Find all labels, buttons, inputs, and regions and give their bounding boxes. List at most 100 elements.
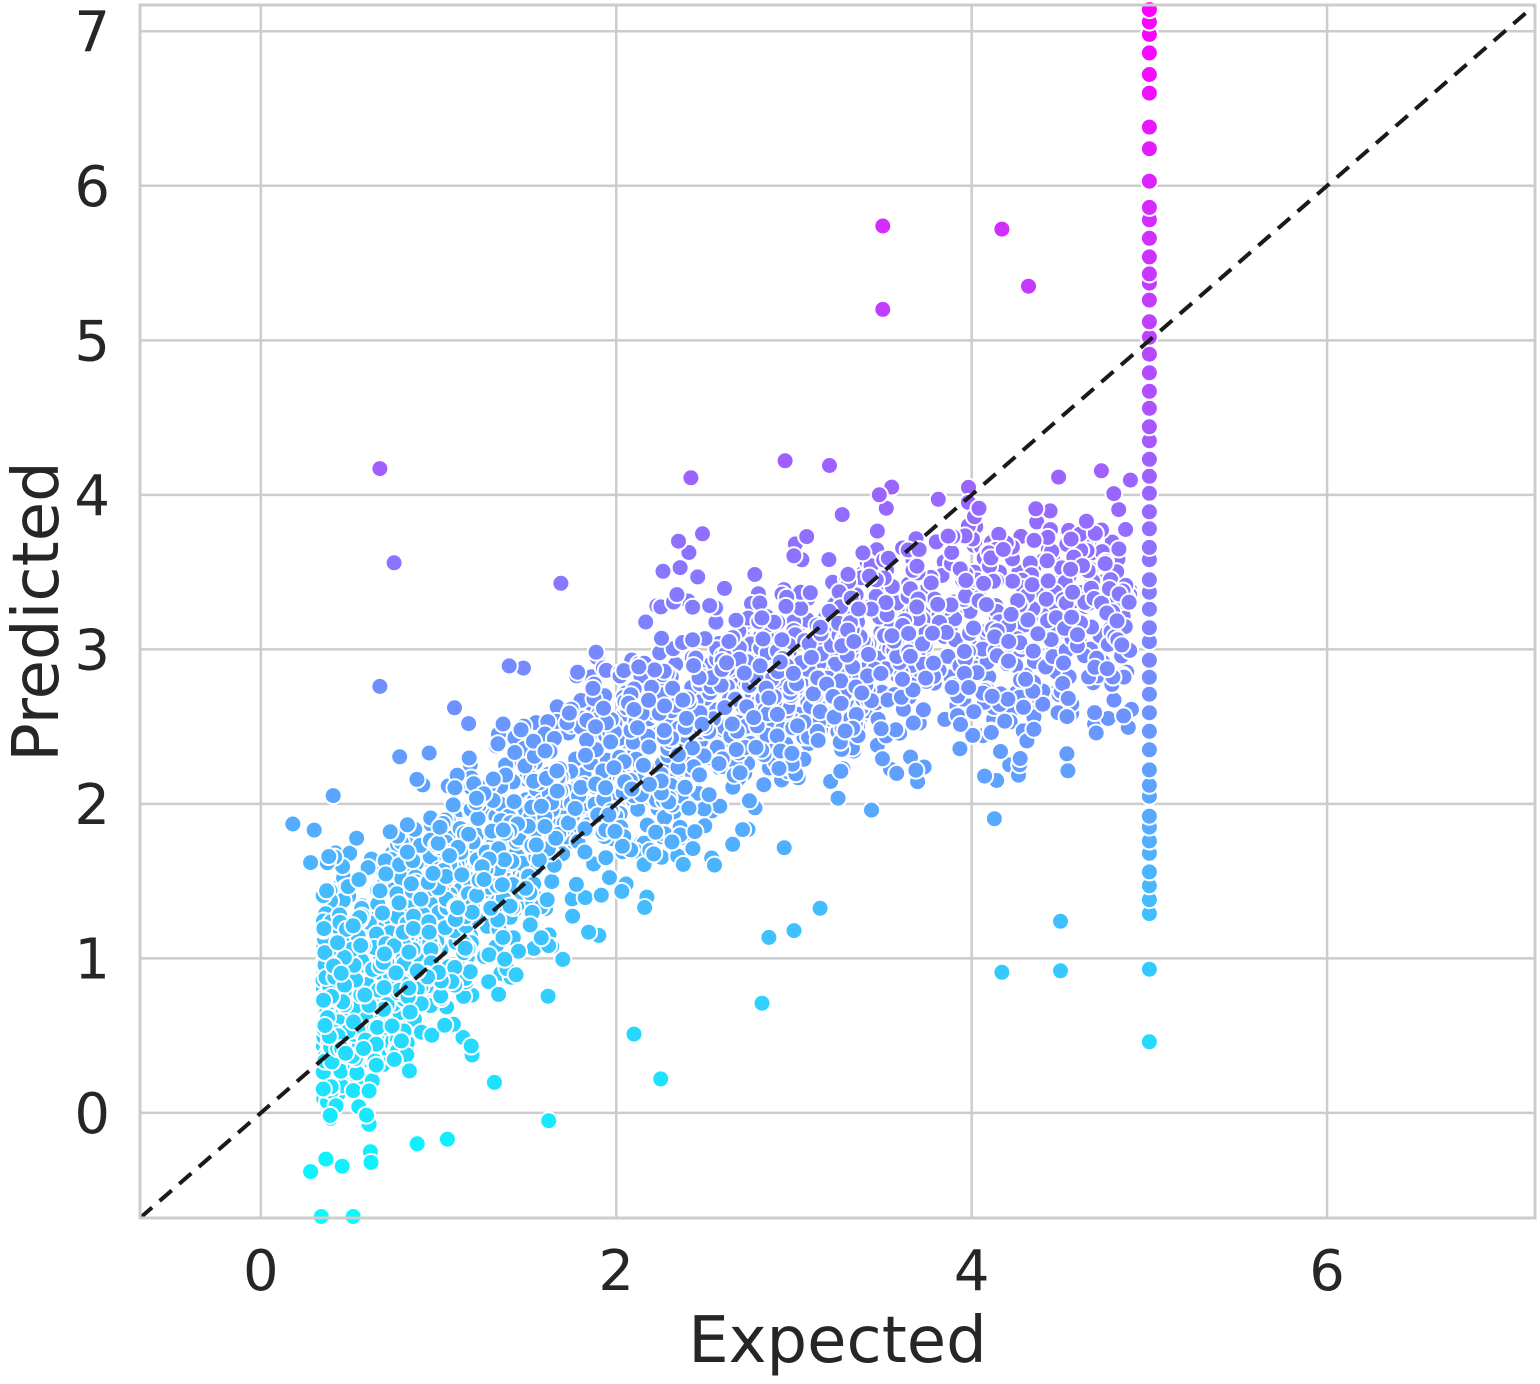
data-point <box>992 962 1012 982</box>
data-point <box>596 778 616 798</box>
data-point <box>726 610 746 630</box>
data-point <box>699 785 719 805</box>
data-point <box>654 720 674 740</box>
data-point <box>750 656 770 676</box>
data-point <box>370 459 390 479</box>
data-point <box>509 941 528 961</box>
data-point <box>1139 363 1159 383</box>
data-point <box>984 809 1004 829</box>
data-point <box>391 1031 411 1051</box>
data-point <box>1139 398 1159 418</box>
data-point <box>529 850 549 870</box>
data-point <box>576 745 595 765</box>
data-point <box>331 963 351 983</box>
data-point <box>828 788 848 808</box>
data-point <box>715 578 734 598</box>
data-point <box>942 543 962 562</box>
x-tick-label: 4 <box>954 1239 990 1304</box>
data-point <box>1139 264 1159 284</box>
data-point <box>1057 707 1077 727</box>
data-point <box>1033 694 1053 714</box>
data-point <box>784 921 804 941</box>
data-point <box>730 763 750 783</box>
data-point <box>479 972 499 992</box>
data-point <box>633 755 653 775</box>
data-point <box>797 527 817 547</box>
data-point <box>709 754 729 774</box>
data-point <box>399 1061 419 1081</box>
data-point <box>1139 599 1159 619</box>
data-point <box>336 1043 356 1063</box>
data-point <box>461 1036 481 1056</box>
data-point <box>1139 171 1159 191</box>
data-point <box>1016 669 1036 689</box>
data-point <box>343 916 363 936</box>
data-point <box>700 596 720 616</box>
data-point <box>692 714 712 734</box>
data-point <box>635 898 655 917</box>
data-point <box>547 781 567 801</box>
data-point <box>723 834 743 854</box>
data-point <box>801 647 821 667</box>
data-point <box>1086 723 1106 743</box>
data-point <box>1024 719 1044 739</box>
data-point <box>1022 575 1042 595</box>
data-point <box>374 978 394 998</box>
data-point <box>639 690 659 710</box>
data-point <box>407 1134 427 1154</box>
y-axis-label: Predicted <box>0 461 74 761</box>
data-point <box>1062 607 1082 627</box>
data-point <box>964 702 984 722</box>
data-point <box>681 468 701 488</box>
data-point <box>1139 65 1159 84</box>
data-point <box>639 737 659 757</box>
data-point <box>651 1069 671 1089</box>
data-point <box>323 786 343 806</box>
data-point <box>899 624 919 643</box>
data-point <box>493 714 513 734</box>
data-point <box>343 1081 363 1101</box>
data-point <box>612 836 632 856</box>
data-point <box>745 565 765 584</box>
data-point <box>862 800 881 820</box>
data-point <box>995 711 1015 731</box>
data-point <box>596 848 616 868</box>
data-point <box>400 1002 420 1022</box>
data-point <box>1139 228 1159 248</box>
data-point <box>563 906 583 926</box>
data-point <box>506 965 526 985</box>
data-point <box>313 1079 333 1099</box>
data-point <box>538 986 558 1006</box>
data-point <box>775 451 795 471</box>
data-point <box>923 623 942 643</box>
data-point <box>481 898 501 918</box>
data-point <box>873 749 892 769</box>
data-point <box>999 651 1018 671</box>
y-tick-label: 1 <box>74 927 110 992</box>
data-point <box>1028 624 1048 644</box>
data-point <box>489 984 509 1004</box>
data-point <box>403 919 423 938</box>
data-point <box>1038 571 1058 591</box>
x-tick-label: 0 <box>243 1239 279 1304</box>
data-point <box>347 828 367 848</box>
data-point <box>959 678 979 697</box>
data-point <box>376 864 396 884</box>
data-point <box>759 688 779 708</box>
data-point <box>1091 461 1111 481</box>
data-points <box>283 0 1159 1226</box>
data-point <box>871 719 891 739</box>
data-point <box>852 683 872 703</box>
data-point <box>693 524 712 544</box>
data-point <box>655 696 675 716</box>
data-point <box>673 690 693 710</box>
data-point <box>788 716 808 736</box>
data-point <box>423 863 443 883</box>
data-point <box>1057 744 1077 764</box>
data-point <box>1068 625 1087 645</box>
data-point <box>1139 197 1159 217</box>
data-point <box>1107 611 1127 631</box>
data-point <box>586 717 605 737</box>
data-point <box>705 855 724 875</box>
data-point <box>636 612 656 632</box>
